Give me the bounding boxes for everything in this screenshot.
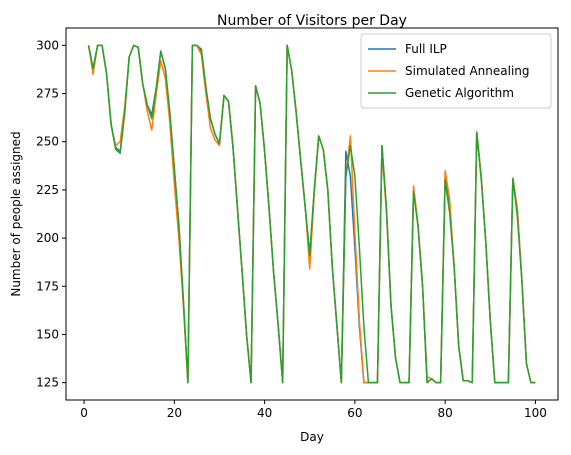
chart-title: Number of Visitors per Day xyxy=(217,13,407,29)
x-tick-label: 20 xyxy=(167,406,182,420)
legend-box xyxy=(360,33,552,109)
y-tick-label: 150 xyxy=(36,327,59,341)
y-tick-label: 225 xyxy=(36,183,59,197)
y-tick-label: 175 xyxy=(36,279,59,293)
y-axis-title: Number of people assigned xyxy=(9,131,23,296)
x-tick-label: 40 xyxy=(257,406,272,420)
series-line-genetic-algorithm xyxy=(87,44,536,384)
y-tick-label: 250 xyxy=(36,135,59,149)
plot-area-frame xyxy=(65,27,559,401)
y-tick-label: 275 xyxy=(36,87,59,101)
series-layer xyxy=(87,44,536,384)
legend: Full ILP Simulated Annealing Genetic Algor… xyxy=(360,33,552,109)
legend-label-simulated-annealing: Simulated Annealing xyxy=(405,64,530,78)
x-tick-label: 60 xyxy=(347,406,362,420)
x-tick-label: 0 xyxy=(80,406,88,420)
y-tick-label: 200 xyxy=(36,231,59,245)
x-tick-label: 100 xyxy=(524,406,547,420)
y-tick-label: 300 xyxy=(36,38,59,52)
x-axis-title: Day xyxy=(300,430,324,444)
x-tick-label: 80 xyxy=(438,406,453,420)
legend-label-full-ilp: Full ILP xyxy=(405,42,447,56)
y-axis: 125 150 175 200 225 250 275 300 xyxy=(36,38,66,390)
legend-label-genetic-algorithm: Genetic Algorithm xyxy=(405,86,514,100)
x-axis: 0 20 40 60 80 100 xyxy=(80,400,547,420)
y-tick-label: 125 xyxy=(36,376,59,390)
